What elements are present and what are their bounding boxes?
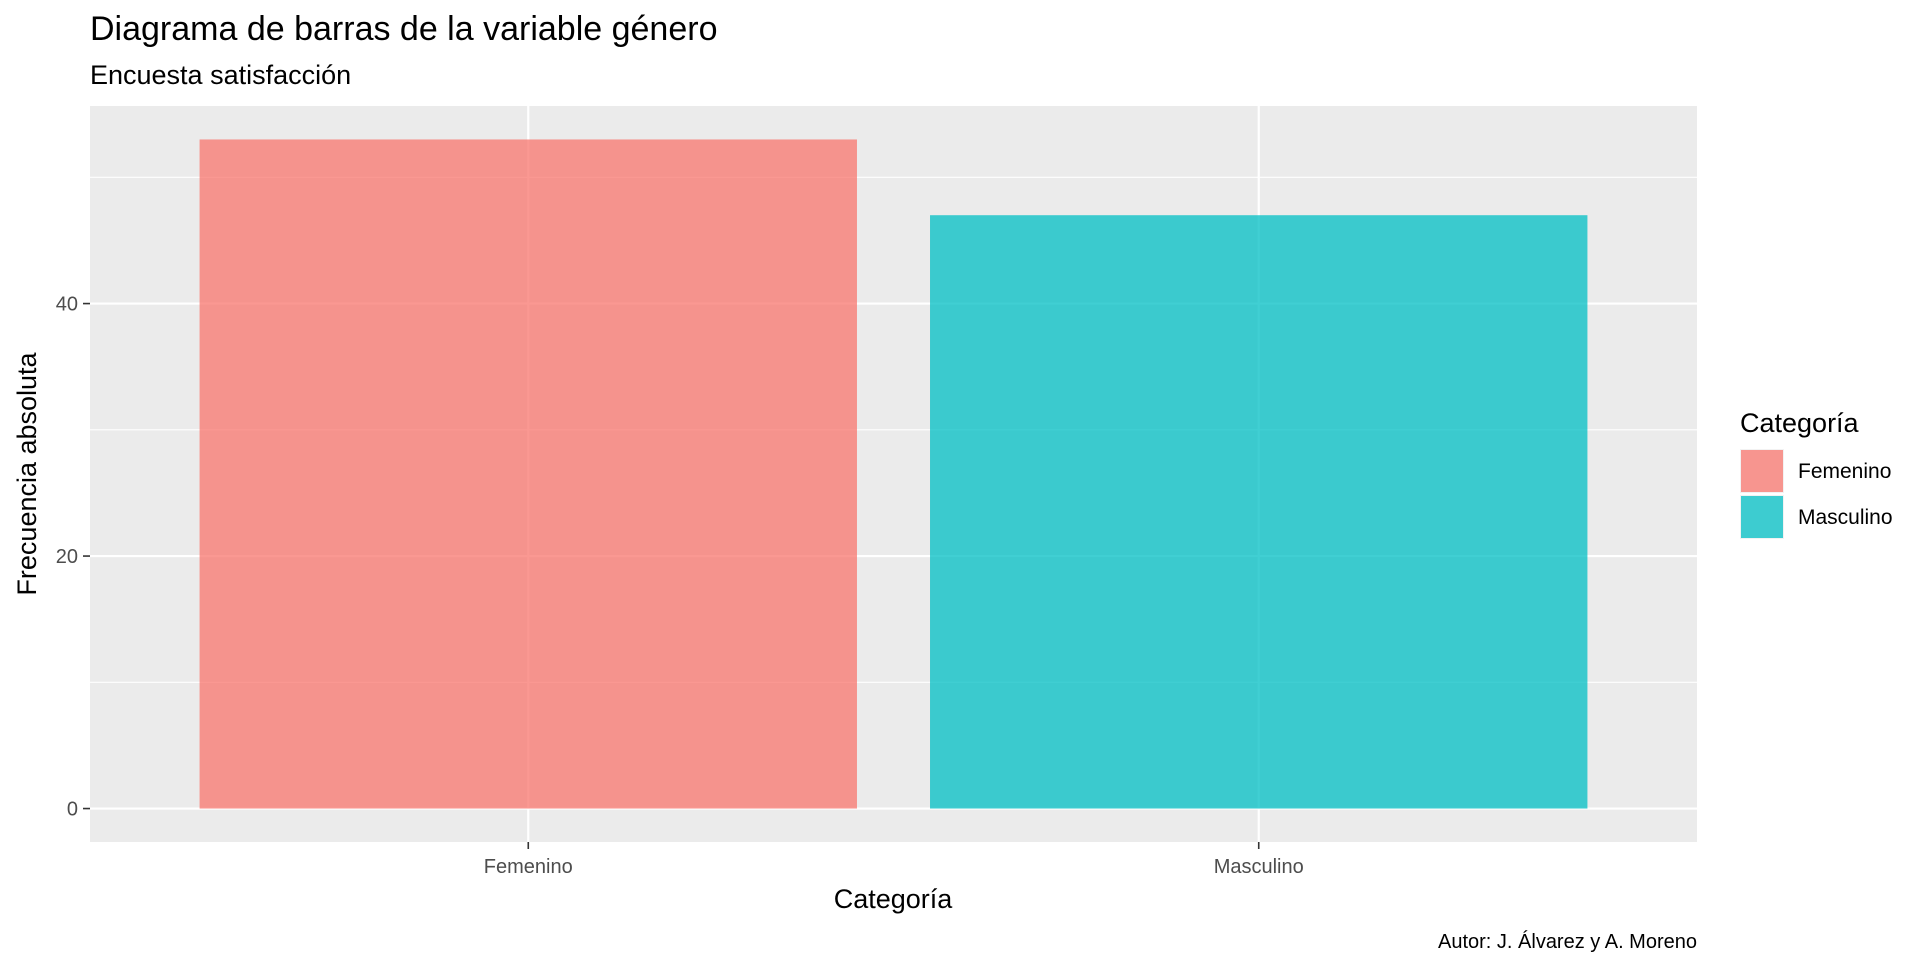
y-tick-label: 0 — [67, 799, 78, 821]
y-axis-title: Frecuencia absoluta — [12, 351, 42, 595]
legend-title: Categoría — [1740, 408, 1860, 438]
y-tick-label: 20 — [56, 546, 78, 568]
x-tick-label: Masculino — [1214, 856, 1304, 878]
legend-items: Femenino Masculino — [1740, 449, 1893, 539]
y-tick-label: 40 — [56, 294, 78, 316]
x-axis-ticks: Femenino Masculino — [484, 842, 1304, 878]
legend: Categoría Femenino Masculino — [1740, 408, 1893, 539]
legend-label-masculino: Masculino — [1798, 506, 1893, 529]
y-axis-ticks: 0 20 40 — [56, 294, 90, 821]
bars — [199, 139, 1588, 809]
x-axis-title: Categoría — [834, 884, 954, 914]
legend-swatch-femenino — [1741, 450, 1783, 492]
bar-femenino — [199, 139, 857, 809]
legend-swatch-masculino — [1741, 496, 1783, 538]
bar-masculino — [930, 215, 1588, 809]
chart-title: Diagrama de barras de la variable género — [90, 10, 717, 48]
legend-label-femenino: Femenino — [1798, 460, 1891, 483]
chart-subtitle: Encuesta satisfacción — [90, 60, 351, 90]
chart-caption: Autor: J. Álvarez y A. Moreno — [1438, 930, 1697, 953]
x-tick-label: Femenino — [484, 856, 573, 878]
